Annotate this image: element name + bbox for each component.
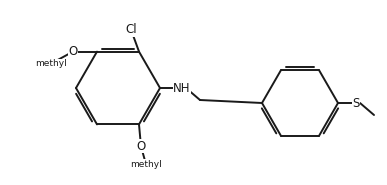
Text: methyl: methyl xyxy=(35,59,67,68)
Text: methyl: methyl xyxy=(130,160,162,169)
Text: O: O xyxy=(136,140,146,153)
Text: S: S xyxy=(352,97,360,110)
Text: NH: NH xyxy=(173,82,191,95)
Text: Cl: Cl xyxy=(125,23,137,36)
Text: O: O xyxy=(68,45,78,58)
